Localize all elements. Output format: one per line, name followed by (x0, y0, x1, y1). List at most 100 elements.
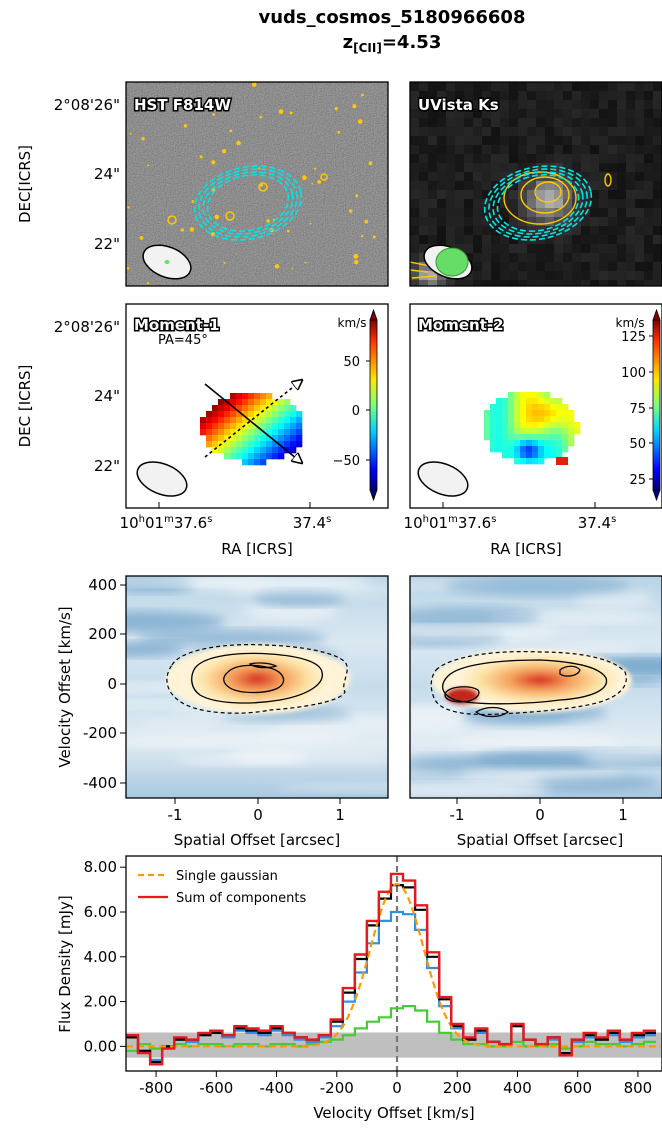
moment1-pixel (206, 429, 213, 436)
moment1-pixel (242, 441, 249, 448)
moment1-pixel (248, 417, 255, 424)
moment1-pixel (254, 453, 261, 460)
uvista-pixel (446, 91, 455, 100)
moment1-pixel (272, 453, 279, 460)
pv-ytick: -400 (83, 774, 117, 792)
moment1-pixel (212, 429, 219, 436)
moment2-colorbar (652, 319, 661, 491)
uvista-pixel (500, 145, 509, 154)
uvista-pixel (572, 136, 581, 145)
uvista-pixel (608, 109, 617, 118)
uvista-pixel (644, 199, 653, 208)
uvista-pixel (437, 100, 446, 109)
uvista-pixel (455, 109, 464, 118)
uvista-pixel (527, 280, 536, 286)
uvista-pixel (446, 163, 455, 172)
uvista-pixel (464, 181, 473, 190)
uvista-pixel (563, 217, 572, 226)
uvista-pixel (446, 145, 455, 154)
uvista-pixel (410, 127, 419, 136)
uvista-pixel (473, 217, 482, 226)
hst-source (167, 215, 177, 225)
uvista-pixel (563, 199, 572, 208)
uvista-pixel (482, 100, 491, 109)
uvista-pixel (635, 109, 644, 118)
pv-noise-streak (136, 629, 328, 647)
uvista-pixel (617, 190, 626, 199)
hst-speck (229, 129, 233, 133)
uvista-pixel (617, 244, 626, 253)
spectrum-xtick-label: -400 (260, 1079, 294, 1097)
moment2-pixel (514, 440, 521, 447)
uvista-pixel (644, 262, 653, 271)
moment1-pixel (242, 417, 249, 424)
uvista-pixel (644, 181, 653, 190)
moment2-pixel (556, 440, 563, 447)
uvista-pixel (590, 208, 599, 217)
pv-ytick: 0 (107, 675, 117, 693)
uvista-pixel (626, 244, 635, 253)
moment1-pixel (290, 441, 297, 448)
pv-xtick: 0 (535, 806, 545, 824)
uvista-pixel (473, 190, 482, 199)
uvista-pixel (554, 253, 563, 262)
dec-axis-label: DEC[ICRS] (16, 145, 34, 223)
uvista-pixel (518, 271, 527, 280)
moment1-colorbar (369, 319, 378, 491)
uvista-pixel (428, 271, 437, 280)
hst-speck (355, 194, 359, 198)
hst-speck (266, 219, 270, 223)
hst-speck (139, 236, 144, 240)
uvista-pixel (626, 163, 635, 172)
uvista-pixel (653, 100, 662, 109)
moment1-pixel (272, 435, 279, 442)
uvista-pixel (446, 100, 455, 109)
hst-speck (199, 155, 203, 159)
uvista-pixel (464, 163, 473, 172)
uvista-pixel (545, 280, 554, 286)
uvista-pixel (554, 244, 563, 253)
uvista-pixel (509, 91, 518, 100)
moment2-pixel (484, 416, 491, 423)
moment1-pixel (212, 435, 219, 442)
moment1-pixel (242, 393, 249, 400)
moment2-pixel (490, 416, 497, 423)
hst-speck (352, 104, 357, 109)
uvista-pixel (590, 226, 599, 235)
moment2-pixel (532, 416, 539, 423)
uvista-pixel (581, 253, 590, 262)
moment2-pixel (538, 458, 545, 465)
uvista-pixel (500, 244, 509, 253)
moment2-pixel (502, 428, 509, 435)
pv-noise-streak (126, 733, 331, 747)
pv1-contour-inner (223, 664, 285, 694)
moment1-colorbar-unit: km/s (338, 316, 367, 330)
moment2-pixel (490, 404, 497, 411)
uvista-pixel (446, 127, 455, 136)
spectrum-ytick-label: 2.00 (84, 993, 117, 1011)
uvista-pixel (536, 217, 545, 226)
hst-speck (258, 167, 261, 170)
moment1-pixel (212, 441, 219, 448)
uvista-pixel (572, 226, 581, 235)
uvista-pixel (599, 163, 608, 172)
uvista-pixel (509, 280, 518, 286)
pv-xtick: 1 (618, 806, 628, 824)
moment2-pixel (484, 422, 491, 429)
uvista-pixel (491, 235, 500, 244)
moment2-pixel (550, 440, 557, 447)
moment1-pixel (236, 393, 243, 400)
uvista-pixel (527, 190, 536, 199)
uvista-pixel (572, 154, 581, 163)
uvista-pixel (590, 280, 599, 286)
uvista-pixel (518, 163, 527, 172)
moment1-pixel (242, 411, 249, 418)
uvista-label: UVista Ks (418, 96, 499, 114)
uvista-pixel (482, 163, 491, 172)
uvista-pixel (563, 91, 572, 100)
moment1-pixel (224, 453, 231, 460)
pv-xtick: 0 (253, 806, 263, 824)
uvista-pixel (617, 199, 626, 208)
moment1-pixel (254, 393, 261, 400)
uvista-pixel (491, 253, 500, 262)
